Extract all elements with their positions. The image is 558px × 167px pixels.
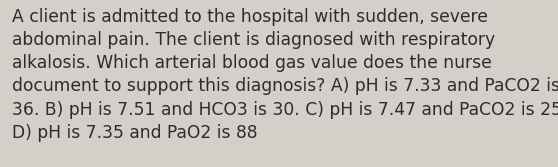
Text: A client is admitted to the hospital with sudden, severe
abdominal pain. The cli: A client is admitted to the hospital wit…: [12, 8, 558, 142]
